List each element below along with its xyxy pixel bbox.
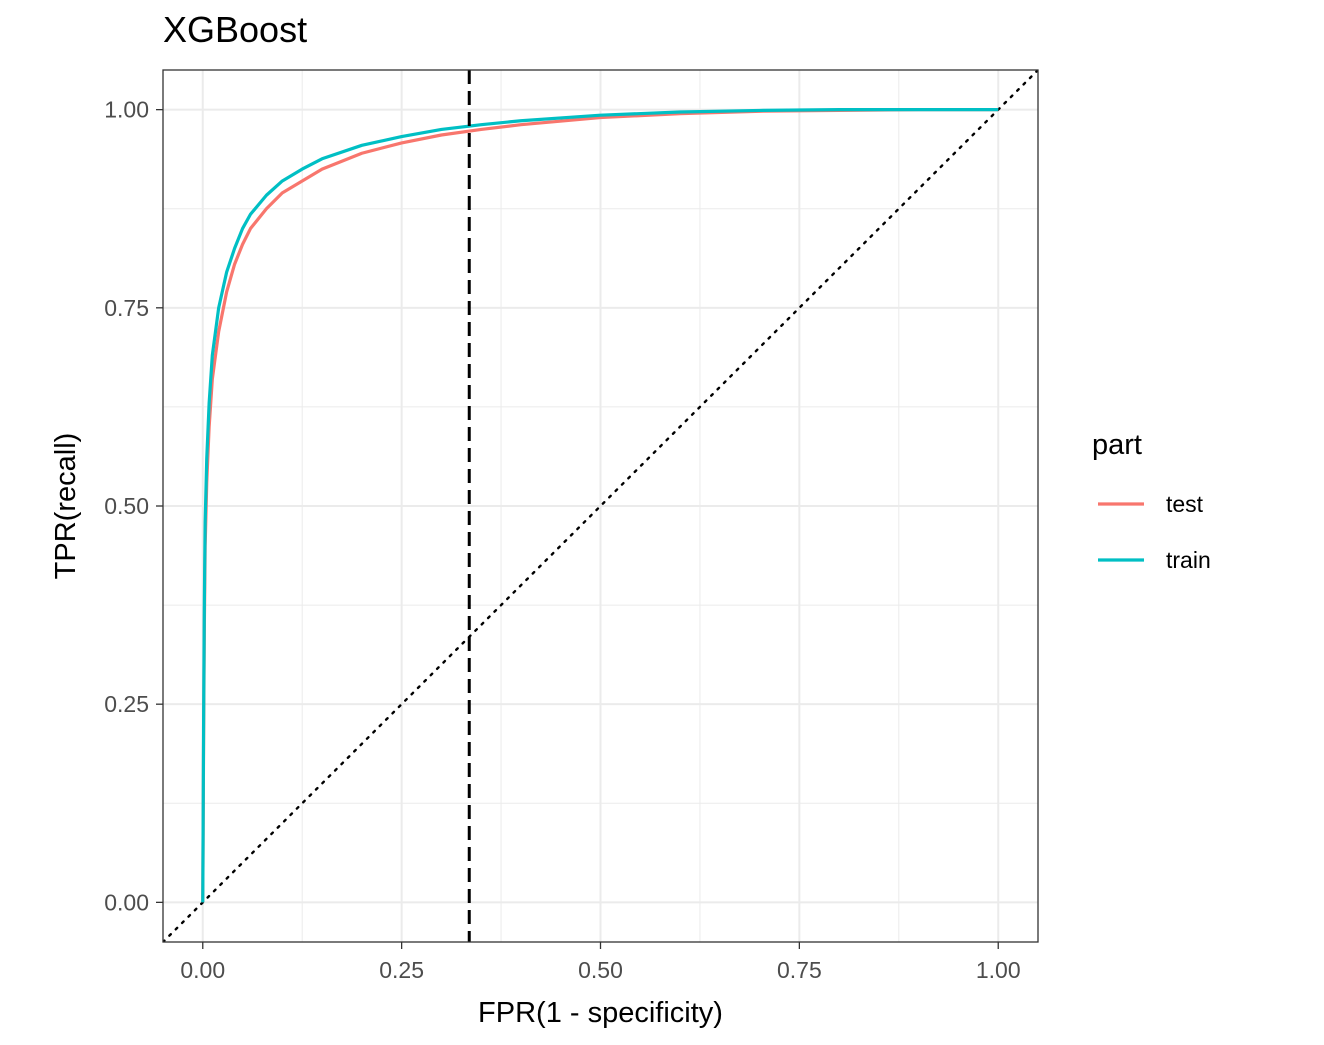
diagonal-reference-line <box>163 70 1038 942</box>
y-axis-tick-label: 0.25 <box>104 691 149 717</box>
x-axis-tick-label: 0.25 <box>379 957 424 983</box>
x-axis-tick-label: 0.75 <box>777 957 822 983</box>
x-axis-tick-label: 0.00 <box>180 957 225 983</box>
y-axis-tick-label: 0.50 <box>104 493 149 519</box>
grid-major <box>163 70 1038 942</box>
x-axis-tick-label: 1.00 <box>976 957 1021 983</box>
y-axis-tick-label: 0.00 <box>104 889 149 915</box>
legend-label-test: test <box>1166 491 1204 517</box>
y-axis-title: TPR(recall) <box>50 433 82 580</box>
y-axis-tick-label: 0.75 <box>104 295 149 321</box>
legend-title: part <box>1092 429 1142 461</box>
y-axis-tick-label: 1.00 <box>104 97 149 123</box>
y-axis-tick-labels: 0.00 0.25 0.50 0.75 1.00 <box>104 97 149 916</box>
chart-title: XGBoost <box>163 9 307 50</box>
legend-label-train: train <box>1166 547 1211 573</box>
x-axis-tick-label: 0.50 <box>578 957 623 983</box>
series-line-train <box>201 108 999 903</box>
x-axis-title: FPR(1 - specificity) <box>478 997 723 1029</box>
legend: part test train <box>1092 429 1211 573</box>
x-axis-tick-labels: 0.00 0.25 0.50 0.75 1.00 <box>180 957 1020 983</box>
plot-lines <box>163 70 1038 942</box>
axis-ticks <box>156 108 999 949</box>
